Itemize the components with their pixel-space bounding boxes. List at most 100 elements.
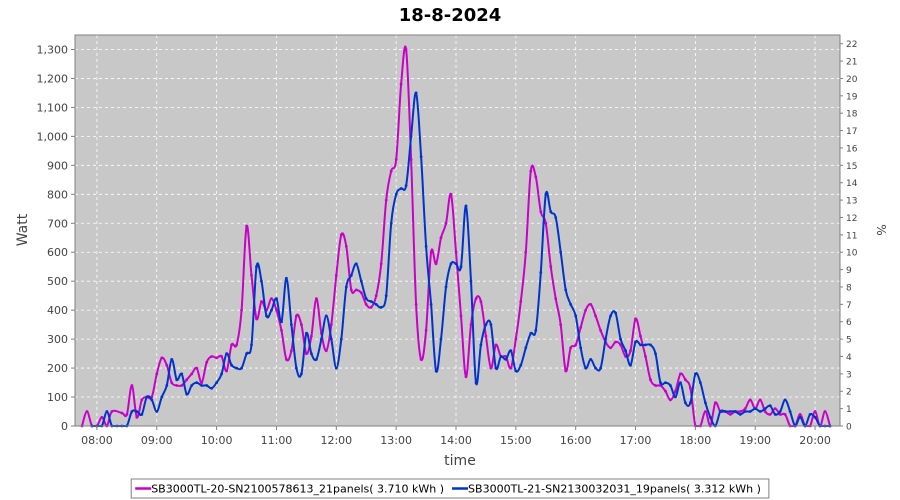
data-point (130, 410, 134, 413)
data-point (339, 337, 343, 341)
data-point (185, 378, 189, 382)
data-point (454, 262, 458, 266)
axes: 01002003004005006007008009001,0001,1001,… (37, 40, 858, 447)
data-point (584, 308, 588, 312)
data-point (434, 369, 438, 373)
y-tick-label: 200 (47, 362, 68, 375)
data-point (379, 305, 383, 309)
data-point (783, 398, 787, 402)
data-point (205, 360, 209, 364)
data-point (639, 334, 642, 338)
data-point (290, 323, 293, 326)
data-point (220, 372, 224, 376)
data-point (300, 323, 303, 326)
series-points-1 (80, 48, 832, 428)
y-tick-label: 700 (47, 217, 68, 230)
x-tick-label: 18:00 (680, 434, 712, 447)
data-point (559, 323, 563, 326)
y2-tick-label: 14 (846, 179, 858, 189)
legend-label-1: SB3000TL-20-SN2100578613_21panels( 3.710… (151, 483, 444, 496)
y2-tick-label: 8 (846, 283, 852, 293)
data-point (559, 250, 563, 254)
data-point (514, 337, 518, 341)
data-point (519, 300, 523, 303)
data-point (499, 355, 503, 358)
data-point (589, 303, 593, 306)
data-point (275, 308, 278, 312)
y-tick-label: 1,300 (37, 43, 69, 56)
data-point (195, 381, 199, 384)
y2-tick-label: 6 (846, 318, 852, 328)
y2-tick-label: 10 (846, 249, 858, 259)
data-point (748, 410, 752, 413)
data-point (489, 323, 493, 326)
data-point (753, 407, 757, 410)
data-point (409, 135, 413, 138)
y2-tick-label: 20 (846, 75, 858, 85)
data-point (733, 410, 737, 413)
data-point (185, 392, 189, 396)
data-point (444, 221, 448, 225)
data-point (389, 169, 393, 173)
data-point (295, 366, 298, 370)
data-point (379, 262, 383, 266)
data-point (320, 337, 323, 341)
data-point (748, 398, 752, 402)
data-point (170, 381, 174, 384)
data-point (260, 300, 263, 303)
data-point (205, 384, 209, 387)
y2-tick-label: 16 (846, 144, 858, 154)
data-point (584, 366, 588, 370)
data-point (334, 274, 338, 277)
data-point (175, 384, 179, 387)
x-tick-label: 09:00 (141, 434, 173, 447)
data-point (280, 320, 283, 324)
data-point (315, 358, 318, 361)
data-point (230, 343, 234, 347)
data-point (359, 279, 363, 283)
data-point (738, 410, 742, 413)
data-point (444, 285, 448, 289)
data-point (669, 384, 672, 387)
data-point (369, 305, 373, 309)
data-point (285, 276, 288, 280)
data-point (649, 343, 652, 347)
data-point (484, 334, 488, 338)
data-point (594, 314, 597, 318)
data-point (459, 314, 463, 318)
data-point (280, 329, 283, 332)
y-tick-label: 500 (47, 275, 68, 288)
data-point (165, 384, 169, 387)
y2-tick-label: 2 (846, 388, 852, 398)
data-point (534, 329, 538, 332)
data-point (813, 415, 817, 419)
data-point (773, 407, 777, 410)
data-point (664, 389, 667, 393)
data-point (110, 410, 114, 413)
data-point (659, 381, 662, 384)
data-point (135, 410, 139, 413)
data-point (329, 323, 333, 326)
data-point (255, 265, 258, 269)
y2-tick-label: 19 (846, 92, 858, 102)
data-point (315, 297, 318, 300)
data-point (469, 323, 473, 326)
chart-title: 18-8-2024 (399, 5, 502, 26)
data-point (599, 329, 602, 332)
data-point (394, 192, 398, 196)
data-point (424, 329, 428, 332)
data-point (743, 407, 747, 410)
y2-tick-label: 0 (846, 423, 852, 433)
data-point (529, 331, 533, 335)
data-point (354, 288, 358, 292)
data-point (210, 355, 214, 358)
y2-tick-label: 15 (846, 162, 857, 172)
data-point (250, 274, 253, 277)
data-point (813, 410, 817, 413)
data-point (768, 404, 772, 408)
data-point (250, 343, 253, 347)
data-point (798, 413, 802, 416)
data-point (339, 233, 343, 237)
x-tick-label: 19:00 (739, 434, 771, 447)
